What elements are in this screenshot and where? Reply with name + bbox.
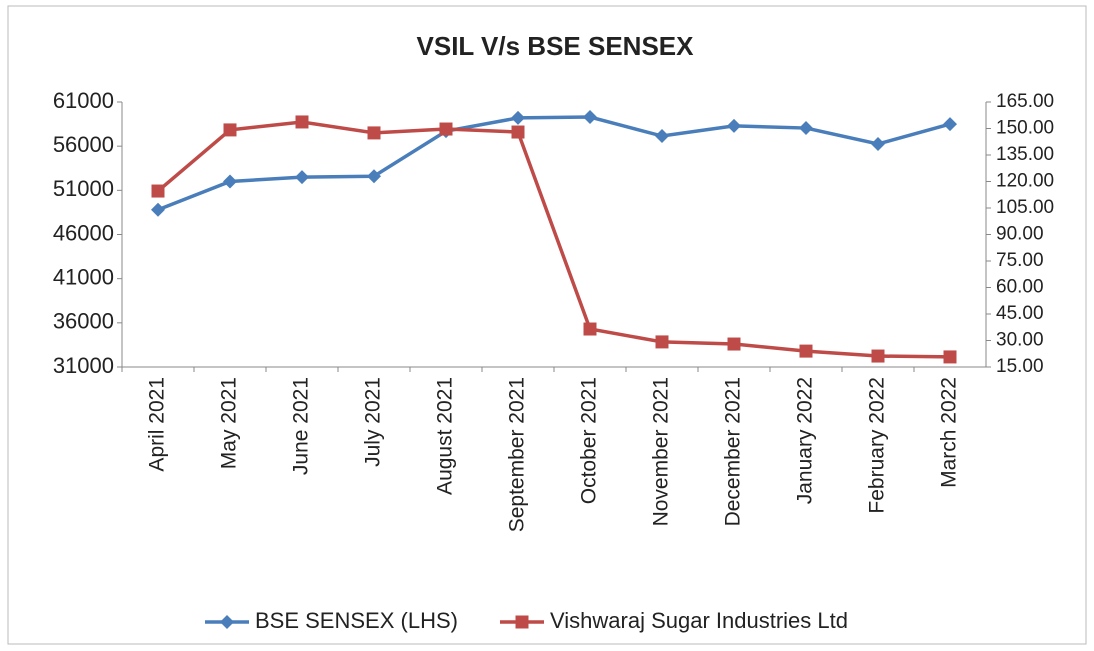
y2-tick-label: 165.00	[996, 91, 1054, 112]
point	[943, 117, 957, 132]
chart-title: VSIL V/s BSE SENSEX	[417, 31, 695, 61]
y2-tick-label: 75.00	[996, 250, 1044, 271]
y-tick-label: 56000	[53, 132, 114, 157]
y-tick-label: 36000	[53, 309, 114, 334]
point	[223, 174, 237, 189]
x-tick-label: September 2021	[506, 377, 529, 532]
point	[583, 110, 597, 125]
series-line	[156, 120, 951, 359]
point	[220, 615, 234, 629]
y2-tick-label: 90.00	[996, 224, 1044, 245]
point	[655, 335, 669, 349]
point	[511, 110, 525, 125]
point	[511, 125, 525, 139]
x-tick-label: November 2021	[650, 377, 673, 526]
point	[223, 123, 237, 137]
point	[943, 350, 957, 364]
y-tick-label: 51000	[53, 176, 114, 201]
point	[655, 129, 669, 144]
x-tick-label: April 2021	[146, 377, 169, 472]
x-tick-label: December 2021	[722, 377, 745, 526]
y2-tick-label: 60.00	[996, 277, 1044, 298]
y2-tick-label: 15.00	[996, 356, 1044, 377]
x-tick-label: January 2022	[794, 377, 817, 504]
y2-tick-label: 30.00	[996, 330, 1044, 351]
point	[367, 169, 381, 184]
y2-tick-label: 105.00	[996, 197, 1054, 218]
x-tick-label: July 2021	[362, 377, 385, 467]
x-tick-label: October 2021	[578, 377, 601, 504]
point	[439, 122, 453, 136]
y2-tick-label: 45.00	[996, 303, 1044, 324]
point	[727, 337, 741, 351]
y2-tick-label: 150.00	[996, 118, 1054, 139]
point	[151, 184, 165, 198]
legend-label: BSE SENSEX (LHS)	[255, 608, 458, 633]
chart-border	[7, 5, 1087, 645]
point	[367, 126, 381, 140]
point	[151, 202, 165, 217]
x-tick-label: May 2021	[218, 377, 241, 469]
point	[871, 136, 885, 151]
y-tick-label: 41000	[53, 264, 114, 289]
point	[871, 349, 885, 363]
point	[583, 322, 597, 336]
y-tick-label: 31000	[53, 353, 114, 378]
point	[515, 615, 529, 629]
point	[295, 115, 309, 129]
legend-label: Vishwaraj Sugar Industries Ltd	[550, 608, 848, 633]
point	[799, 344, 813, 358]
y-tick-label: 46000	[53, 220, 114, 245]
x-tick-label: June 2021	[290, 377, 313, 475]
x-tick-label: March 2022	[938, 377, 961, 488]
point	[295, 170, 309, 185]
y2-tick-label: 135.00	[996, 144, 1054, 165]
point	[799, 121, 813, 136]
x-tick-label: February 2022	[866, 377, 889, 514]
y2-tick-label: 120.00	[996, 171, 1054, 192]
series-line	[157, 115, 951, 212]
x-tick-label: August 2021	[434, 377, 457, 495]
point	[727, 118, 741, 133]
y-tick-label: 61000	[53, 88, 114, 113]
